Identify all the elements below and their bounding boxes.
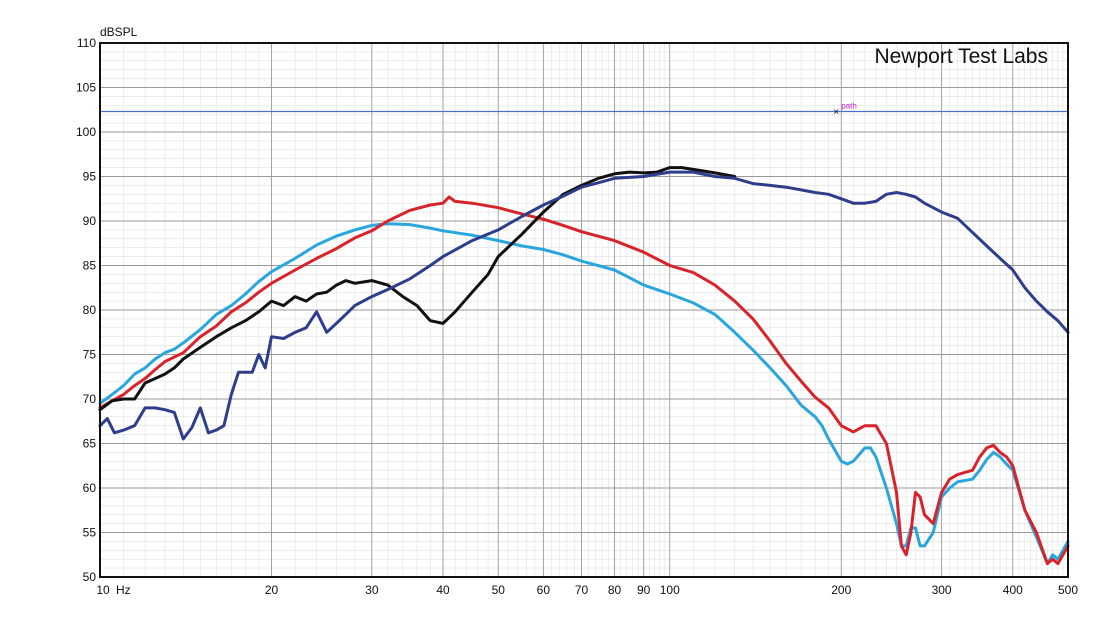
series-line-4	[98, 170, 1070, 441]
x-tick-label: 80	[608, 583, 622, 597]
series-line-2	[98, 195, 1070, 566]
x-tick-label: 40	[436, 583, 450, 597]
marker-label: path	[841, 102, 857, 111]
y-tick-label: 90	[83, 214, 97, 228]
series-lines	[98, 166, 1070, 566]
x-axis-unit-label: Hz	[116, 583, 131, 597]
path-marker: × path	[833, 102, 857, 119]
x-tick-label: 20	[265, 583, 279, 597]
x-tick-label: 50	[492, 583, 506, 597]
y-tick-label: 100	[76, 125, 96, 139]
watermark-text: Newport Test Labs	[874, 45, 1048, 68]
x-tick-label: 500	[1058, 583, 1078, 597]
y-axis-tick-labels: 50 55 60 65 70 75 80 85 90 95 100 105 110	[76, 36, 96, 584]
plot-frame	[99, 42, 1069, 578]
x-tick-label: 400	[1003, 583, 1023, 597]
y-tick-label: 105	[76, 81, 96, 95]
y-tick-label: 85	[83, 259, 97, 273]
series-line-3	[98, 166, 737, 412]
x-tick-label: 100	[660, 583, 680, 597]
x-tick-label: 60	[537, 583, 551, 597]
y-tick-label: 55	[83, 526, 97, 540]
y-tick-label: 80	[83, 303, 97, 317]
marker-cross-icon: ×	[833, 107, 839, 118]
y-tick-label: 70	[83, 392, 97, 406]
x-tick-label: 200	[831, 583, 851, 597]
x-tick-label: 30	[365, 583, 379, 597]
x-tick-label: 300	[932, 583, 952, 597]
x-tick-label: 70	[575, 583, 589, 597]
y-tick-label: 95	[83, 170, 97, 184]
x-tick-label: 10	[96, 583, 110, 597]
y-tick-label: 65	[83, 437, 97, 451]
series-line-1	[98, 222, 1070, 566]
y-tick-label: 75	[83, 348, 97, 362]
x-tick-label: 90	[637, 583, 651, 597]
y-tick-label: 50	[83, 570, 97, 584]
y-tick-label: 110	[77, 36, 96, 50]
y-tick-label: 60	[83, 481, 97, 495]
y-axis-label: dBSPL	[100, 25, 138, 39]
x-axis-tick-labels: 10 20 30 40 50 60 70 80 90 100 200 300 400 500	[96, 583, 1078, 597]
